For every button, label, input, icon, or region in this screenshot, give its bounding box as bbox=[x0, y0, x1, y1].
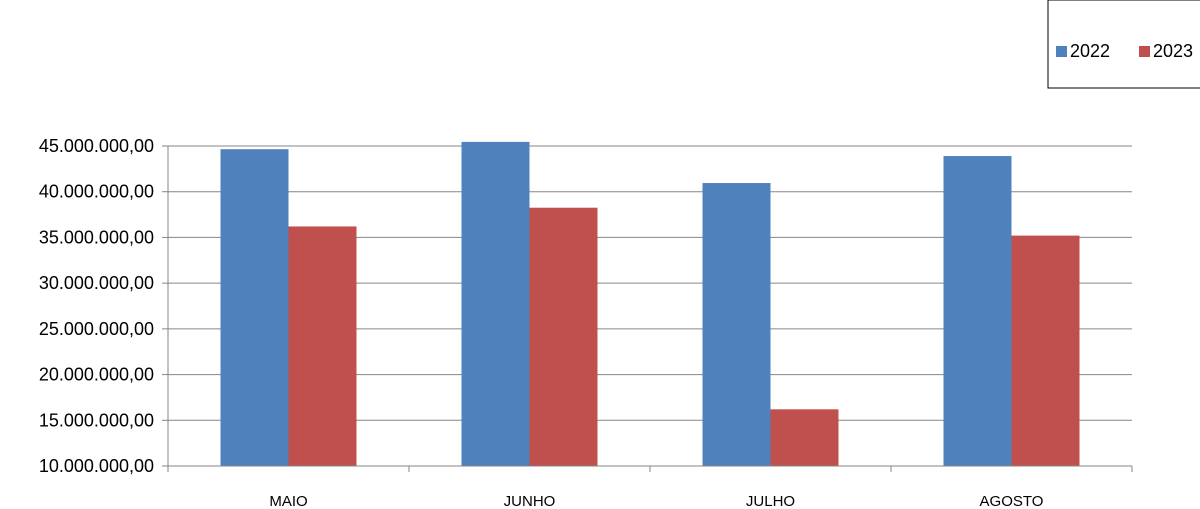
y-tick-label: 10.000.000,00 bbox=[39, 456, 154, 476]
bars bbox=[220, 141, 1080, 467]
bar-2023-junho bbox=[529, 207, 598, 466]
y-tick-label: 35.000.000,00 bbox=[39, 227, 154, 247]
x-tick-label: AGOSTO bbox=[980, 493, 1044, 509]
y-tick-label: 40.000.000,00 bbox=[39, 182, 154, 202]
y-tick-label: 25.000.000,00 bbox=[39, 319, 154, 339]
y-tick-label: 45.000.000,00 bbox=[39, 136, 154, 156]
axes bbox=[167, 146, 1133, 472]
bar-2022-junho bbox=[461, 141, 530, 466]
bar-2023-agosto bbox=[1011, 235, 1080, 466]
x-axis-tick-labels: MAIO JUNHO JULHO AGOSTO bbox=[269, 493, 1043, 509]
y-tick-label: 30.000.000,00 bbox=[39, 273, 154, 293]
bar-2022-agosto bbox=[943, 156, 1012, 467]
x-tick-label: JUNHO bbox=[504, 493, 556, 509]
legend-label-2023: 2023 bbox=[1153, 41, 1193, 61]
bar-2023-maio bbox=[288, 226, 357, 466]
x-tick-label: MAIO bbox=[269, 493, 307, 509]
legend-swatch-2023 bbox=[1139, 46, 1150, 57]
legend-box bbox=[1047, 0, 1200, 89]
legend-label-2022: 2022 bbox=[1070, 41, 1110, 61]
y-axis-tick-labels: 10.000.000,00 15.000.000,00 20.000.000,00 2… bbox=[39, 136, 154, 476]
bar-2022-maio bbox=[220, 149, 289, 466]
x-tick-label: JULHO bbox=[746, 493, 795, 509]
y-tick-label: 20.000.000,00 bbox=[39, 365, 154, 385]
legend-swatch-2022 bbox=[1056, 46, 1067, 57]
legend: 2022 2023 bbox=[1047, 0, 1200, 89]
y-tick-label: 15.000.000,00 bbox=[39, 410, 154, 430]
bar-2022-julho bbox=[702, 183, 771, 466]
bar-2023-julho bbox=[770, 409, 839, 466]
